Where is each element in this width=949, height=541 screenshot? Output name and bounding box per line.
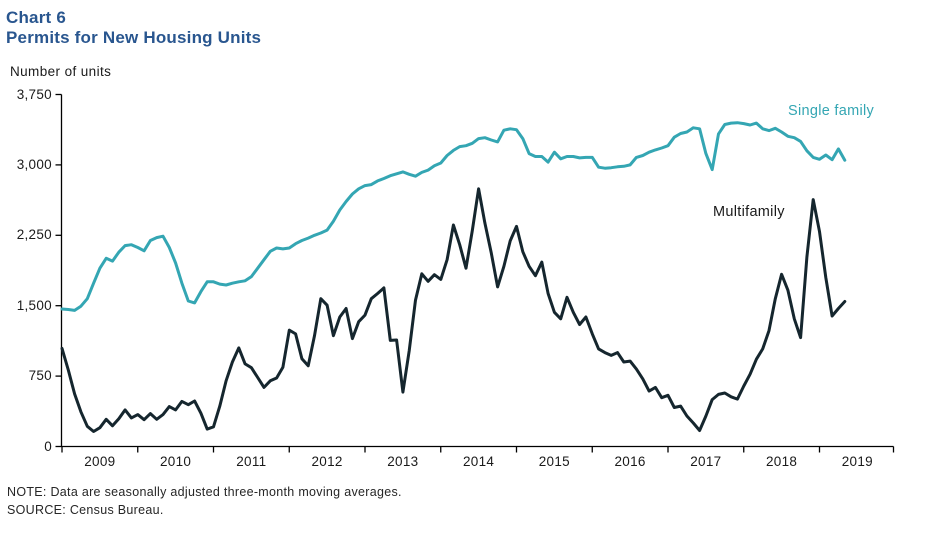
x-tick-label: 2017 bbox=[690, 454, 722, 469]
x-tick-label: 2015 bbox=[538, 454, 570, 469]
single-family-line bbox=[60, 121, 847, 312]
y-tick-label: 3,750 bbox=[16, 86, 52, 102]
x-tick-label: 2018 bbox=[766, 454, 798, 469]
x-tick-label: 2009 bbox=[84, 454, 116, 469]
x-tick-label: 2016 bbox=[614, 454, 646, 469]
chart-number: Chart 6 bbox=[6, 8, 66, 27]
y-axis-title: Number of units bbox=[10, 64, 112, 79]
y-tick-label: 2,250 bbox=[16, 227, 52, 243]
multifamily-line bbox=[60, 187, 847, 433]
y-tick-label: 0 bbox=[44, 438, 52, 454]
x-tick-label: 2010 bbox=[160, 454, 192, 469]
x-tick-label: 2013 bbox=[387, 454, 419, 469]
y-tick-label: 750 bbox=[28, 368, 52, 384]
y-tick-label: 1,500 bbox=[16, 297, 52, 313]
chart-title: Permits for New Housing Units bbox=[6, 28, 262, 47]
series-label-single-family: Single family bbox=[788, 103, 875, 119]
x-tick-label: 2012 bbox=[311, 454, 343, 469]
source-text: SOURCE: Census Bureau. bbox=[7, 503, 164, 517]
x-tick-label: 2019 bbox=[841, 454, 873, 469]
x-tick-label: 2014 bbox=[463, 454, 495, 469]
series-label-multifamily: Multifamily bbox=[713, 204, 785, 220]
y-tick-label: 3,000 bbox=[16, 156, 52, 172]
x-tick-label: 2011 bbox=[236, 454, 267, 469]
note-text: NOTE: Data are seasonally adjusted three… bbox=[7, 485, 402, 499]
